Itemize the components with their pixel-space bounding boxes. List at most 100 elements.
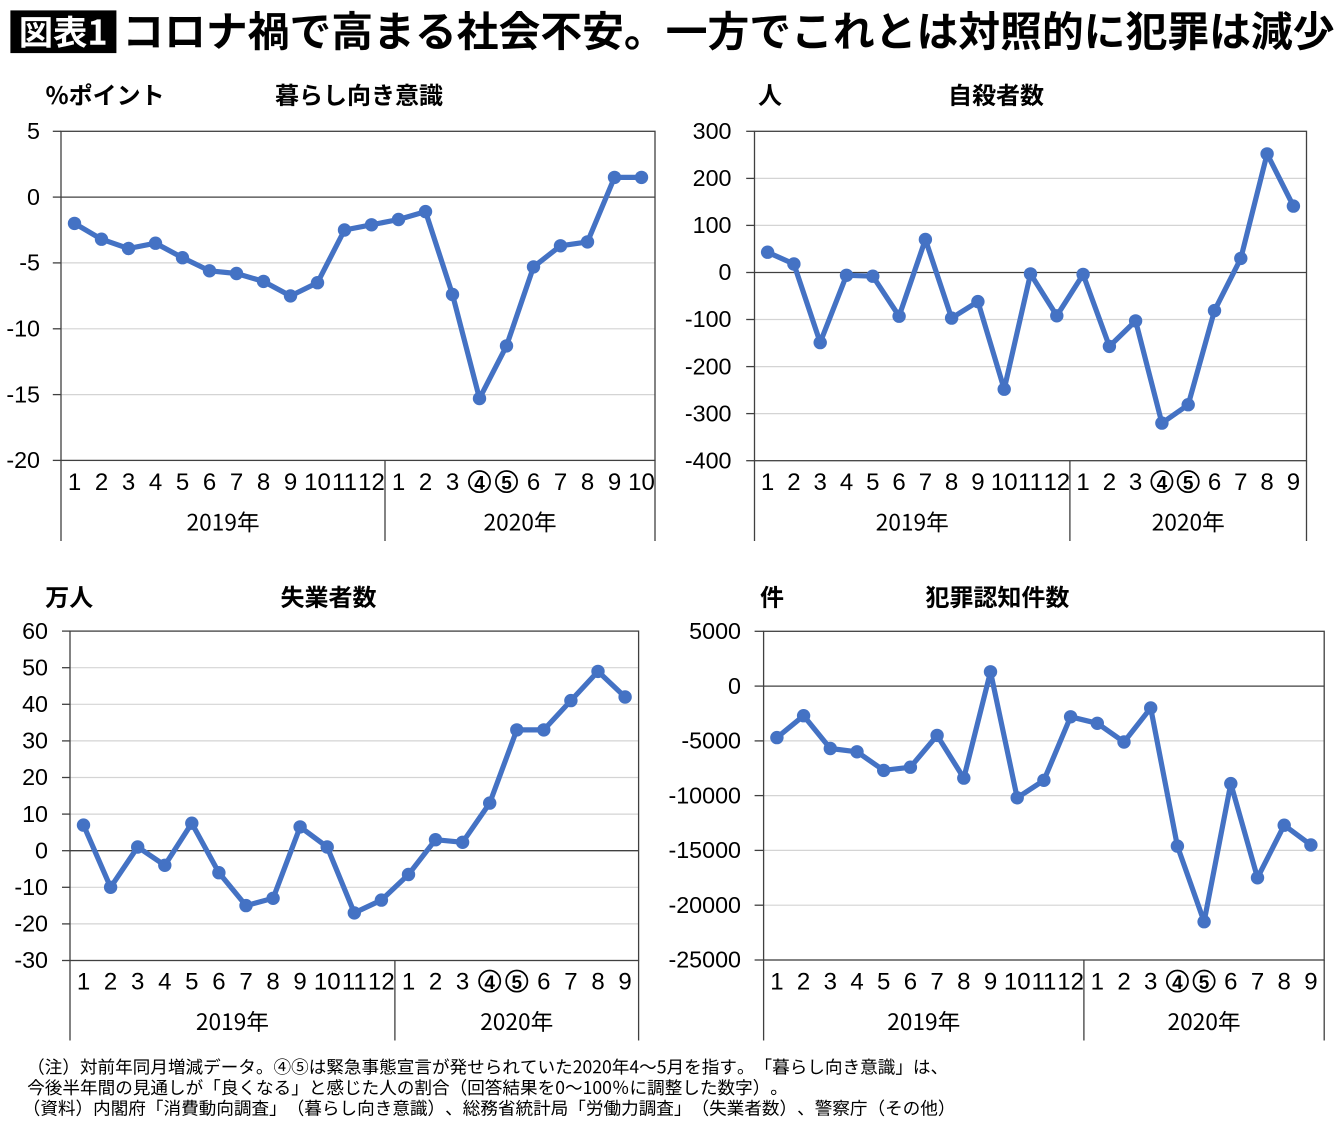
- svg-text:3: 3: [131, 969, 144, 996]
- svg-text:6: 6: [904, 969, 917, 996]
- svg-text:-20000: -20000: [668, 892, 741, 918]
- svg-text:40: 40: [22, 691, 48, 717]
- svg-text:5: 5: [27, 118, 40, 144]
- svg-text:2: 2: [429, 969, 442, 996]
- svg-text:7: 7: [930, 969, 943, 996]
- svg-text:0: 0: [27, 184, 40, 210]
- svg-text:12: 12: [358, 469, 385, 496]
- svg-text:1: 1: [1091, 969, 1104, 996]
- svg-text:9: 9: [284, 469, 297, 496]
- svg-text:8: 8: [957, 969, 970, 996]
- svg-text:10: 10: [304, 469, 331, 496]
- svg-text:5: 5: [1199, 973, 1210, 994]
- svg-text:0: 0: [719, 259, 732, 285]
- svg-text:5: 5: [866, 469, 879, 496]
- svg-text:-15: -15: [6, 381, 40, 407]
- svg-text:7: 7: [230, 469, 243, 496]
- svg-text:12: 12: [368, 969, 395, 996]
- svg-text:5: 5: [176, 469, 189, 496]
- svg-text:10: 10: [628, 469, 655, 496]
- svg-text:-10000: -10000: [668, 782, 741, 808]
- svg-text:-20: -20: [6, 447, 40, 473]
- svg-text:4: 4: [158, 969, 171, 996]
- svg-text:-20: -20: [14, 911, 48, 937]
- svg-text:9: 9: [1304, 969, 1317, 996]
- svg-text:9: 9: [1287, 469, 1300, 496]
- svg-text:11: 11: [342, 969, 367, 996]
- svg-text:3: 3: [824, 969, 837, 996]
- svg-text:6: 6: [1208, 469, 1221, 496]
- svg-text:-25000: -25000: [668, 947, 741, 973]
- svg-text:-30: -30: [14, 947, 48, 973]
- svg-text:8: 8: [1278, 969, 1291, 996]
- svg-text:4: 4: [850, 969, 863, 996]
- svg-text:50: 50: [22, 654, 48, 680]
- svg-text:10: 10: [991, 469, 1018, 496]
- svg-text:2: 2: [797, 969, 810, 996]
- svg-text:1: 1: [770, 969, 783, 996]
- svg-text:4: 4: [840, 469, 853, 496]
- svg-text:3: 3: [1129, 469, 1142, 496]
- svg-text:3: 3: [456, 969, 469, 996]
- svg-text:8: 8: [591, 969, 604, 996]
- svg-text:2: 2: [1103, 469, 1116, 496]
- svg-text:6: 6: [892, 469, 905, 496]
- svg-text:8: 8: [1260, 469, 1273, 496]
- svg-text:2: 2: [95, 469, 108, 496]
- svg-text:12: 12: [1043, 469, 1070, 496]
- svg-text:-300: -300: [685, 400, 732, 426]
- svg-text:8: 8: [945, 469, 958, 496]
- svg-text:3: 3: [814, 469, 827, 496]
- svg-text:8: 8: [581, 469, 594, 496]
- svg-text:3: 3: [122, 469, 135, 496]
- svg-text:20: 20: [22, 764, 48, 790]
- svg-text:12: 12: [1057, 969, 1084, 996]
- svg-text:6: 6: [212, 969, 225, 996]
- svg-text:5: 5: [185, 969, 198, 996]
- svg-text:7: 7: [239, 969, 252, 996]
- svg-text:1: 1: [1076, 469, 1089, 496]
- svg-text:-15000: -15000: [668, 837, 741, 863]
- svg-text:1: 1: [761, 469, 774, 496]
- svg-text:10: 10: [22, 801, 48, 827]
- svg-text:5000: 5000: [689, 618, 741, 644]
- svg-text:-100: -100: [685, 306, 732, 332]
- svg-text:300: 300: [693, 118, 732, 144]
- svg-text:4: 4: [474, 474, 485, 495]
- svg-text:6: 6: [203, 469, 216, 496]
- svg-text:5: 5: [512, 973, 523, 994]
- svg-text:1: 1: [77, 969, 90, 996]
- svg-text:9: 9: [984, 969, 997, 996]
- svg-text:7: 7: [919, 469, 932, 496]
- svg-text:5: 5: [877, 969, 890, 996]
- svg-text:-200: -200: [685, 353, 732, 379]
- svg-text:-5: -5: [19, 250, 40, 276]
- svg-text:6: 6: [527, 469, 540, 496]
- svg-text:5: 5: [501, 474, 512, 495]
- svg-text:30: 30: [22, 728, 48, 754]
- svg-text:4: 4: [484, 973, 495, 994]
- svg-text:-5000: -5000: [681, 728, 741, 754]
- svg-text:2: 2: [104, 969, 117, 996]
- svg-text:9: 9: [608, 469, 621, 496]
- svg-text:1: 1: [392, 469, 405, 496]
- svg-text:10: 10: [314, 969, 341, 996]
- svg-text:4: 4: [1157, 474, 1168, 495]
- svg-text:3: 3: [446, 469, 459, 496]
- svg-text:2: 2: [1117, 969, 1130, 996]
- svg-text:8: 8: [266, 969, 279, 996]
- svg-text:9: 9: [618, 969, 631, 996]
- svg-text:10: 10: [1004, 969, 1031, 996]
- svg-text:11: 11: [1018, 469, 1043, 496]
- svg-text:4: 4: [149, 469, 162, 496]
- svg-text:11: 11: [1031, 969, 1056, 996]
- svg-text:6: 6: [537, 969, 550, 996]
- svg-text:5: 5: [1183, 474, 1194, 495]
- svg-text:1: 1: [68, 469, 81, 496]
- svg-text:100: 100: [693, 212, 732, 238]
- svg-text:0: 0: [35, 837, 48, 863]
- svg-text:7: 7: [564, 969, 577, 996]
- svg-text:0: 0: [728, 673, 741, 699]
- svg-text:3: 3: [1144, 969, 1157, 996]
- svg-text:6: 6: [1224, 969, 1237, 996]
